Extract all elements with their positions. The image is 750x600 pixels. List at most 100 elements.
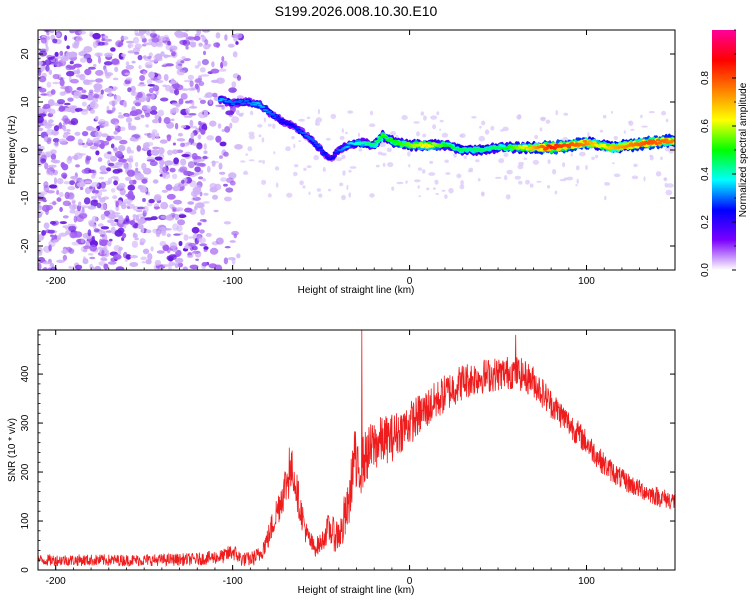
spectrogram-ridge-cell xyxy=(332,155,338,157)
spectrogram-noise-cell xyxy=(232,51,238,58)
spectrogram-noise-cell xyxy=(64,35,68,41)
spectrogram-noise-cell xyxy=(181,153,190,158)
spectrogram-noise-cell xyxy=(147,55,152,60)
spectrogram-noise-cell xyxy=(38,257,45,262)
spectrogram-noise-cell xyxy=(129,110,139,117)
spectrogram-noise-cell xyxy=(112,195,118,200)
spectrogram-noise-cell xyxy=(174,258,181,263)
spectrogram-noise-cell xyxy=(422,133,427,138)
spectrogram-noise-cell xyxy=(375,164,380,168)
spectrogram-noise-cell xyxy=(623,130,626,134)
spectrogram-ridge-cell xyxy=(380,133,385,136)
spectrogram-noise-cell xyxy=(166,247,171,254)
spectrogram-noise-cell xyxy=(114,66,119,73)
spectrogram-noise-cell xyxy=(42,119,48,126)
spectrogram-noise-cell xyxy=(129,220,136,226)
spectrogram-noise-cell xyxy=(273,151,276,155)
spectrogram-noise-cell xyxy=(127,43,134,48)
spectrogram-noise-cell xyxy=(91,215,98,223)
snr-ytick-label: 100 xyxy=(20,512,31,529)
spectrogram-noise-cell xyxy=(113,180,118,186)
spectrogram-noise-cell xyxy=(127,162,132,170)
spectrogram-ridge-cell xyxy=(315,144,320,146)
spectrogram-noise-cell xyxy=(42,199,47,203)
spectrogram-noise-cell xyxy=(53,159,58,164)
spectrogram-noise-cell xyxy=(83,46,93,53)
spectrogram-noise-cell xyxy=(197,158,205,162)
spectrogram-noise-cell xyxy=(124,72,131,76)
spectrogram-noise-cell xyxy=(83,197,91,205)
spectrogram-noise-cell xyxy=(42,261,51,265)
spectrogram-noise-cell xyxy=(81,101,87,107)
spectrogram-noise-cell xyxy=(499,129,505,132)
spectrogram-noise-cell xyxy=(58,232,68,237)
spectrogram-noise-cell xyxy=(131,240,138,248)
spectrogram-noise-cell xyxy=(174,122,179,130)
spectrogram-noise-cell xyxy=(554,190,558,195)
spectrogram-ridge-cell xyxy=(297,130,303,132)
spectrogram-noise-cell xyxy=(46,138,52,145)
spectrogram-noise-cell xyxy=(44,162,49,170)
spectrogram-noise-cell xyxy=(143,167,152,175)
spectrogram-noise-cell xyxy=(666,183,674,188)
spectrogram-noise-cell xyxy=(197,222,202,226)
spectrogram-ridge-cell xyxy=(482,149,487,152)
spectrogram-ridge-cell xyxy=(241,102,247,105)
spectrogram-noise-cell xyxy=(467,170,473,173)
spectrogram-noise-cell xyxy=(142,198,146,202)
spectrogram-noise-cell xyxy=(346,184,349,191)
spectrogram-noise-cell xyxy=(114,121,119,129)
spectrogram-noise-cell xyxy=(171,51,176,57)
spectrogram-noise-cell xyxy=(240,160,246,163)
spectrogram-noise-cell xyxy=(90,195,97,200)
spectrogram-noise-cell xyxy=(81,169,89,174)
spectrogram-noise-cell xyxy=(81,89,87,94)
spectrogram-noise-cell xyxy=(494,176,502,179)
spectrogram-noise-cell xyxy=(150,105,157,112)
spectrogram-noise-cell xyxy=(341,128,344,134)
spectrogram-noise-cell xyxy=(123,198,133,204)
spectrogram-noise-cell xyxy=(196,142,203,150)
spectrogram-noise-cell xyxy=(156,250,165,254)
spectrogram-noise-cell xyxy=(633,163,638,168)
spectrogram-ridge-cell xyxy=(520,147,525,150)
spectrogram-noise-cell xyxy=(115,201,119,208)
spectrogram-noise-cell xyxy=(66,156,73,164)
spectrogram-noise-cell xyxy=(358,132,360,138)
spectrogram-noise-cell xyxy=(48,184,58,189)
spectrogram-noise-cell xyxy=(210,161,219,164)
spectrogram-noise-cell xyxy=(46,190,55,194)
spectrogram-noise-cell xyxy=(185,142,191,145)
spectrogram-noise-cell xyxy=(104,52,113,58)
spectrogram-noise-cell xyxy=(240,112,245,116)
spectrogram-noise-cell xyxy=(206,135,214,141)
spectrogram-noise-cell xyxy=(162,84,168,88)
spectrogram-noise-cell xyxy=(84,180,92,184)
spectrogram-ridge-cell xyxy=(657,141,662,145)
spectrogram-noise-layer xyxy=(38,30,675,270)
spectrogram-noise-cell xyxy=(110,143,115,149)
spectrogram-noise-cell xyxy=(47,56,54,60)
spectrogram-noise-cell xyxy=(416,131,420,137)
spectrogram-ridge-cell xyxy=(523,144,529,148)
spectrogram-noise-cell xyxy=(52,138,60,143)
spectrogram-noise-cell xyxy=(194,184,202,191)
snr-ticks: -200 -100 0 100 0 100 200 300 400 xyxy=(20,330,676,587)
spectrogram-ridge-cell xyxy=(671,139,675,143)
spectrogram-noise-cell xyxy=(314,122,321,126)
spectrogram-noise-cell xyxy=(79,186,84,191)
spectrogram-noise-cell xyxy=(258,134,262,138)
spectrogram-noise-cell xyxy=(145,64,153,69)
spectrogram-noise-cell xyxy=(390,131,397,136)
spectrogram-noise-cell xyxy=(203,143,207,150)
spectrogram-ridge-cell xyxy=(245,99,250,102)
spectrogram-noise-cell xyxy=(93,93,99,99)
spectrogram-noise-cell xyxy=(317,109,320,115)
spectrogram-noise-cell xyxy=(87,253,94,256)
spectrogram-noise-cell xyxy=(41,230,46,236)
spectrogram-noise-cell xyxy=(100,181,106,189)
spectrogram-noise-cell xyxy=(613,173,621,178)
spectrogram-noise-cell xyxy=(108,90,112,98)
spectrogram-noise-cell xyxy=(94,115,99,121)
spectrogram-noise-cell xyxy=(490,125,495,131)
